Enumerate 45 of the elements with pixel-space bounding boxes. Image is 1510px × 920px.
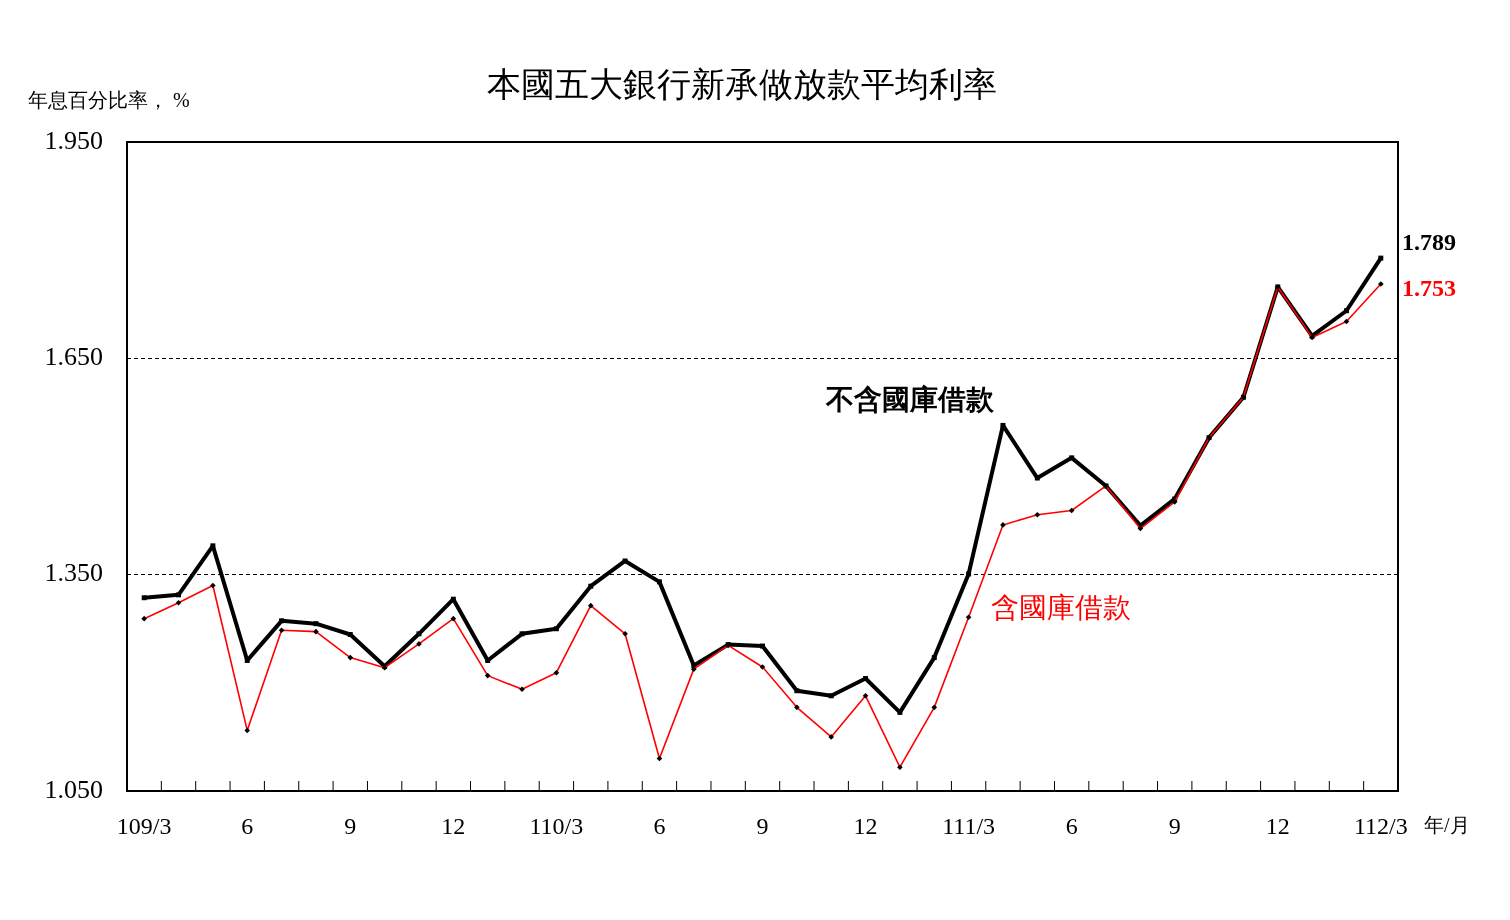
- point: [210, 543, 216, 549]
- y-tick-label: 1.350: [44, 558, 103, 588]
- data-label: 1.789: [1402, 229, 1456, 256]
- series-label: 含國庫借款: [991, 591, 1132, 623]
- point: [1378, 255, 1384, 261]
- x-tick-label: 6: [241, 812, 254, 839]
- x-tick-label: 109/3: [116, 812, 172, 839]
- x-tick-label: 6: [1065, 812, 1078, 839]
- x-axis-title: 年/月: [1424, 814, 1470, 837]
- point: [313, 621, 319, 627]
- chart-title: 本國五大銀行新承做放款平均利率: [487, 65, 997, 103]
- x-tick-label: 9: [344, 812, 357, 839]
- point: [760, 643, 765, 649]
- point: [622, 558, 628, 564]
- point: [588, 583, 594, 589]
- x-tick-label: 6: [653, 812, 666, 839]
- x-tick-label: 9: [1168, 812, 1181, 839]
- point: [141, 595, 147, 601]
- point: [279, 618, 285, 624]
- point: [656, 579, 662, 585]
- point: [931, 655, 937, 661]
- point: [966, 571, 972, 577]
- y-axis-title: 年息百分比率， %: [28, 89, 190, 112]
- point: [244, 658, 250, 663]
- x-tick-label: 110/3: [529, 812, 584, 839]
- point: [1000, 422, 1006, 428]
- y-tick-label: 1.950: [44, 125, 103, 155]
- point: [1344, 308, 1349, 314]
- point: [794, 688, 800, 694]
- point: [347, 632, 353, 637]
- point: [176, 592, 181, 598]
- x-tick-label: 112/3: [1353, 812, 1408, 839]
- x-tick-label: 12: [441, 812, 466, 839]
- point: [553, 626, 559, 632]
- point: [828, 693, 834, 699]
- x-tick-label: 9: [756, 812, 769, 839]
- point: [1069, 455, 1075, 461]
- point: [519, 631, 525, 637]
- x-tick-label: 12: [1265, 812, 1290, 839]
- y-tick-label: 1.650: [44, 342, 103, 372]
- x-tick-label: 12: [853, 812, 878, 839]
- y-tick-label: 1.050: [44, 774, 103, 804]
- x-tick-label: 111/3: [942, 812, 996, 839]
- data-label: 1.753: [1402, 275, 1456, 302]
- series-label: 不含國庫借款: [825, 383, 996, 415]
